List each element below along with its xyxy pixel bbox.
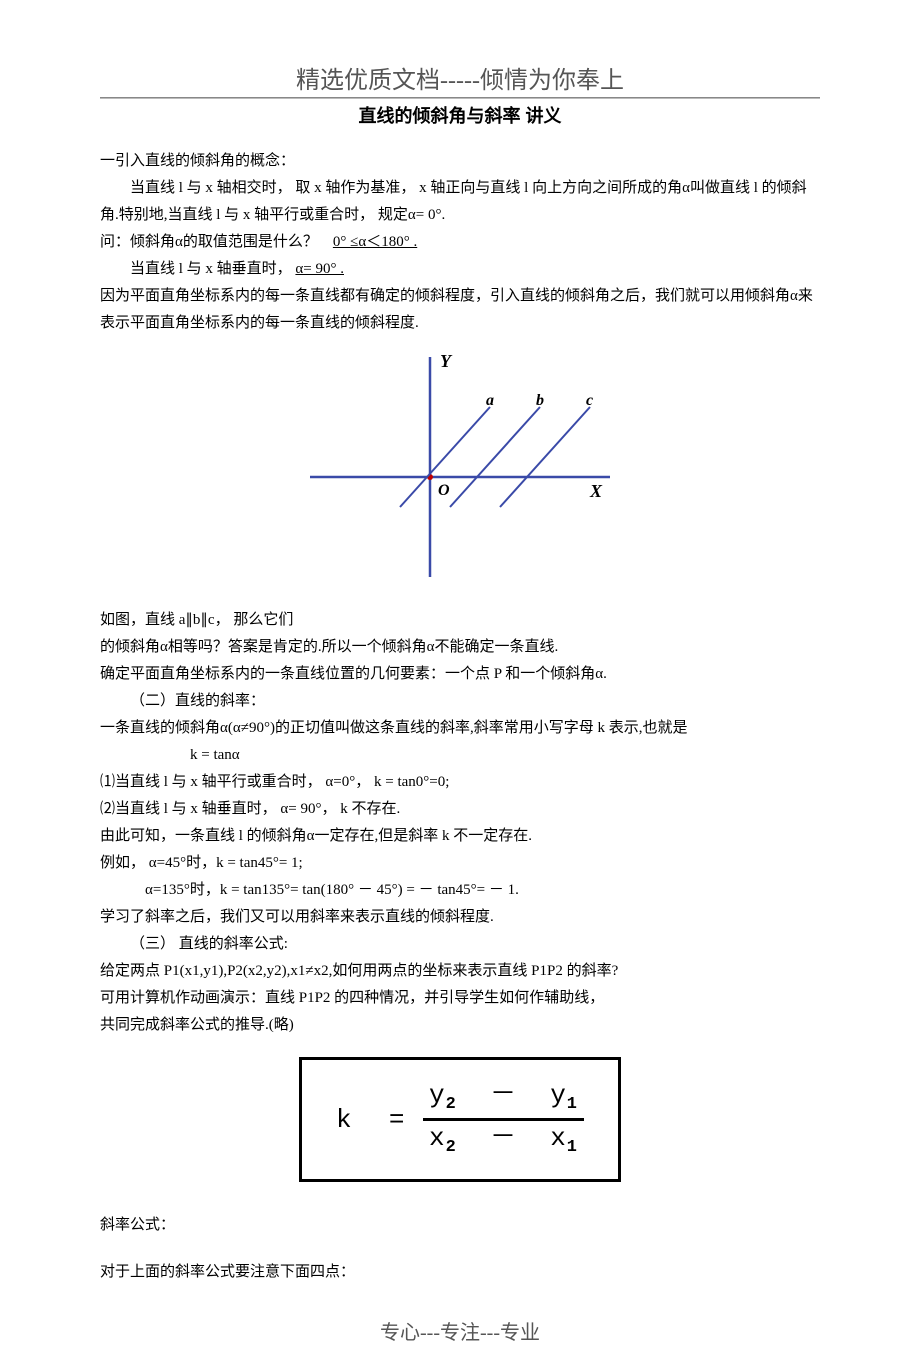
after-diagram-p2: 的倾斜角α相等吗？答案是肯定的.所以一个倾斜角α不能确定一条直线.: [100, 634, 820, 661]
den-minus: －: [490, 1123, 517, 1153]
den-x1: x: [429, 1123, 446, 1153]
s2-formula: k = tanα: [100, 742, 820, 769]
slope-denominator: x2 － x1: [423, 1121, 584, 1161]
page-header: 精选优质文档-----倾情为你奉上: [100, 60, 820, 98]
svg-text:X: X: [589, 481, 603, 501]
slope-eq: =: [389, 1105, 407, 1135]
after-diagram-p3: 确定平面直角坐标系内的一条直线位置的几何要素：一个点 P 和一个倾斜角α.: [100, 661, 820, 688]
s3-p1: 给定两点 P1(x1,y1),P2(x2,y2),x1≠x2,如何用两点的坐标来…: [100, 958, 820, 985]
s2-p6: α=135°时，k = tan135°= tan(180° － 45°) = －…: [100, 877, 820, 904]
intro-vertical: 当直线 l 与 x 轴垂直时， α= 90° .: [100, 256, 820, 283]
slope-fraction: y2 － y1 x2 － x1: [423, 1078, 584, 1161]
slope-k-sym: k: [336, 1105, 354, 1135]
s3-p4: 斜率公式：: [100, 1212, 820, 1239]
section-1-heading: 一引入直线的倾斜角的概念：: [100, 148, 820, 175]
s2-p2: ⑴当直线 l 与 x 轴平行或重合时， α=0°， k = tan0°=0;: [100, 769, 820, 796]
page-footer: 专心---专注---专业: [100, 1316, 820, 1345]
s3-p2: 可用计算机作动画演示：直线 P1P2 的四种情况，并引导学生如何作辅助线，: [100, 985, 820, 1012]
num-y1: y: [429, 1080, 446, 1110]
intro-q-answer: 0° ≤α＜180° .: [333, 234, 417, 250]
s2-p3: ⑵当直线 l 与 x 轴垂直时， α= 90°， k 不存在.: [100, 796, 820, 823]
slope-k: k =: [336, 1107, 406, 1133]
page: 精选优质文档-----倾情为你奉上 直线的倾斜角与斜率 讲义 一引入直线的倾斜角…: [0, 0, 920, 1365]
parallel-lines-diagram: Y X Oa b c: [300, 347, 620, 587]
num-sub2: 2: [446, 1095, 457, 1114]
num-minus: －: [490, 1080, 517, 1110]
intro-vert-text: 当直线 l 与 x 轴垂直时，: [130, 261, 292, 277]
slope-formula-wrap: k = y2 － y1 x2 － x1: [100, 1057, 820, 1182]
body: 一引入直线的倾斜角的概念： 当直线 l 与 x 轴相交时， 取 x 轴作为基准，…: [100, 148, 820, 1286]
intro-p1: 当直线 l 与 x 轴相交时， 取 x 轴作为基准， x 轴正向与直线 l 向上…: [100, 175, 820, 229]
section-2-heading: （二）直线的斜率：: [100, 688, 820, 715]
den-sub1: 1: [567, 1138, 578, 1157]
intro-q-text: 问：倾斜角α的取值范围是什么？: [100, 234, 318, 250]
s3-p3: 共同完成斜率公式的推导.(略): [100, 1012, 820, 1039]
num-y2: y: [550, 1080, 567, 1110]
diagram-wrap: Y X Oa b c: [100, 347, 820, 597]
s2-p1: 一条直线的倾斜角α(α≠90°)的正切值叫做这条直线的斜率,斜率常用小写字母 k…: [100, 715, 820, 742]
slope-formula-box: k = y2 － y1 x2 － x1: [299, 1057, 621, 1182]
num-sub1: 1: [567, 1095, 578, 1114]
intro-vert-ans: α= 90° .: [295, 261, 344, 277]
intro-question: 问：倾斜角α的取值范围是什么？ 0° ≤α＜180° .: [100, 229, 820, 256]
s2-p5: 例如， α=45°时，k = tan45°= 1;: [100, 850, 820, 877]
den-sub2: 2: [446, 1138, 457, 1157]
s3-p5: 对于上面的斜率公式要注意下面四点：: [100, 1259, 820, 1286]
svg-text:a: a: [486, 392, 494, 409]
after-diagram-p1: 如图，直线 a∥b∥c， 那么它们: [100, 607, 820, 634]
intro-p4: 因为平面直角坐标系内的每一条直线都有确定的倾斜程度，引入直线的倾斜角之后，我们就…: [100, 283, 820, 337]
svg-text:c: c: [586, 392, 593, 409]
header-rule: [100, 98, 820, 99]
s2-p4: 由此可知，一条直线 l 的倾斜角α一定存在,但是斜率 k 不一定存在.: [100, 823, 820, 850]
slope-numerator: y2 － y1: [423, 1078, 584, 1118]
svg-text:Y: Y: [440, 351, 453, 371]
s2-p7: 学习了斜率之后，我们又可以用斜率来表示直线的倾斜程度.: [100, 904, 820, 931]
svg-text:O: O: [438, 482, 450, 499]
doc-title: 直线的倾斜角与斜率 讲义: [100, 102, 820, 128]
den-x2: x: [550, 1123, 567, 1153]
header-text: 精选优质文档-----倾情为你奉上: [296, 68, 624, 94]
section-3-heading: （三） 直线的斜率公式:: [100, 931, 820, 958]
svg-text:b: b: [536, 392, 544, 409]
